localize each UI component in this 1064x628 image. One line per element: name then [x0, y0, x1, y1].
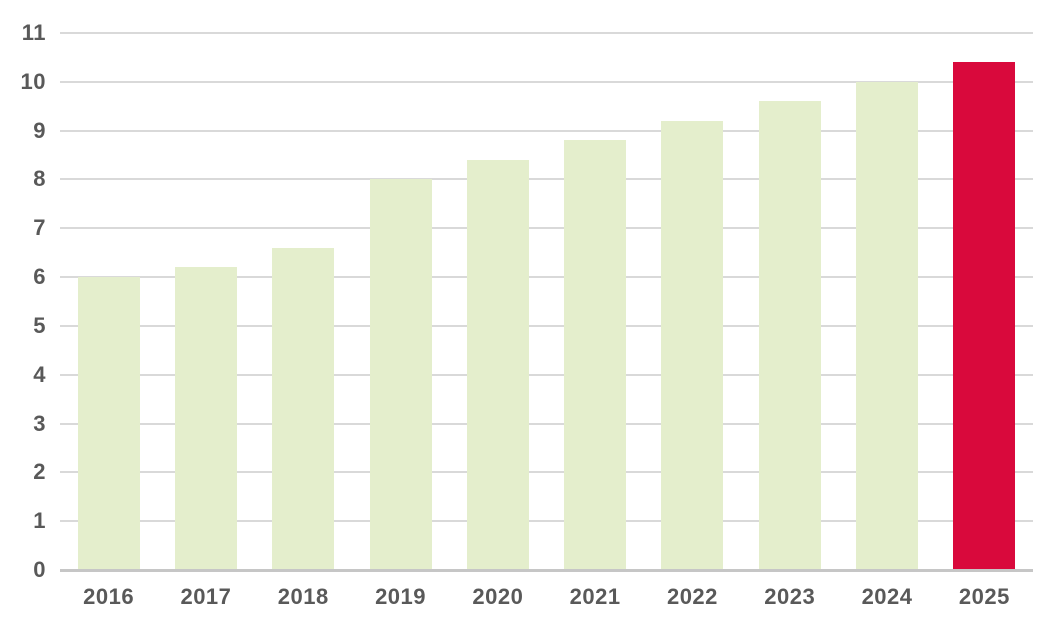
y-axis-tick-label: 4 — [33, 361, 46, 387]
y-axis-tick-label: 3 — [33, 410, 46, 436]
gridline — [60, 31, 1033, 34]
x-axis-tick-label: 2018 — [277, 584, 329, 609]
gridline — [60, 422, 1033, 425]
gridline — [60, 373, 1033, 376]
y-axis-tick-label: 9 — [33, 117, 46, 143]
y-axis-tick-label: 0 — [33, 557, 46, 582]
bar-2019 — [369, 179, 432, 570]
bar-2020 — [466, 159, 529, 570]
x-axis-tick-label: 2024 — [861, 584, 913, 609]
x-axis-tick-label: 2020 — [472, 584, 524, 609]
gridline — [60, 324, 1033, 327]
x-axis-tick-label: 2021 — [569, 584, 621, 609]
gridline — [60, 227, 1033, 230]
gridline — [60, 178, 1033, 181]
gridline — [60, 520, 1033, 523]
bar-2016 — [77, 277, 140, 570]
gridline — [60, 80, 1033, 83]
bar-2024 — [856, 81, 919, 570]
y-axis-tick-label: 7 — [33, 215, 46, 241]
x-axis-tick-label: 2025 — [958, 584, 1010, 609]
bar-2023 — [758, 101, 821, 570]
x-axis-tick-label: 2023 — [764, 584, 816, 609]
y-axis-tick-label: 8 — [33, 166, 46, 192]
x-axis-tick-label: 2022 — [666, 584, 718, 609]
gridline — [60, 129, 1033, 132]
bar-2017 — [174, 267, 237, 570]
gridline — [60, 276, 1033, 279]
y-axis-tick-label: 6 — [33, 264, 46, 290]
bar-2022 — [661, 120, 724, 570]
y-axis-tick-label: 10 — [20, 68, 46, 94]
x-axis-tick-label: 2017 — [180, 584, 232, 609]
y-axis-tick-label: 11 — [21, 19, 46, 45]
bar-2025 — [953, 62, 1016, 570]
x-axis-tick-label: 2016 — [83, 584, 135, 609]
y-axis-tick-label: 2 — [33, 459, 46, 485]
y-axis-tick-label: 5 — [33, 312, 46, 338]
x-axis-baseline — [60, 569, 1033, 572]
bar-2018 — [272, 247, 335, 570]
y-axis-tick-label: 1 — [33, 508, 46, 534]
bar-2021 — [564, 140, 627, 570]
gridline — [60, 471, 1033, 474]
x-axis-tick-label: 2019 — [375, 584, 427, 609]
